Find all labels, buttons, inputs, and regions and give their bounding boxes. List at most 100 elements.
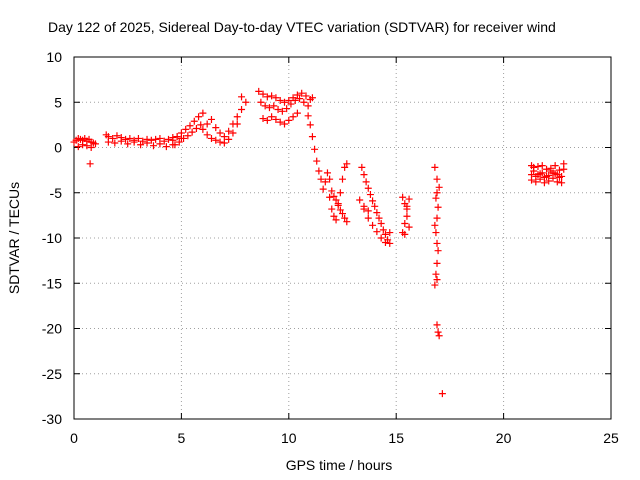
y-tick-label: -10 (42, 230, 62, 246)
data-point (220, 133, 228, 141)
data-point (293, 91, 301, 99)
data-point (304, 102, 312, 110)
data-point (326, 175, 334, 183)
data-point (431, 281, 439, 289)
data-point (434, 328, 442, 336)
data-point (435, 332, 443, 340)
data-point (360, 202, 368, 210)
data-point (104, 138, 112, 146)
data-point (190, 117, 198, 125)
data-point (343, 218, 351, 226)
data-point (276, 118, 284, 126)
data-point (371, 202, 379, 210)
data-point (274, 105, 282, 113)
data-point (438, 390, 446, 398)
x-tick-label: 20 (496, 430, 512, 446)
data-point (315, 167, 323, 175)
data-point (293, 109, 301, 117)
data-point (197, 121, 205, 129)
data-point (91, 140, 99, 148)
data-point (532, 172, 540, 180)
data-point (216, 138, 224, 146)
data-point (278, 107, 286, 115)
data-point (122, 135, 130, 143)
data-point (560, 160, 568, 168)
data-point (538, 162, 546, 170)
data-point (281, 98, 289, 106)
data-point (356, 196, 364, 204)
data-point (369, 221, 377, 229)
data-point (287, 100, 295, 108)
data-point (212, 124, 220, 132)
data-point (403, 205, 411, 213)
data-point (433, 321, 441, 329)
data-point (207, 115, 215, 123)
data-point (432, 229, 440, 237)
data-point (339, 175, 346, 183)
x-tick-label: 10 (281, 430, 297, 446)
data-point (195, 113, 203, 121)
data-point (137, 141, 145, 149)
data-point (130, 138, 138, 146)
data-point (386, 239, 394, 247)
data-point (433, 239, 441, 247)
data-point (87, 144, 95, 151)
data-point (263, 93, 271, 101)
data-point (225, 135, 233, 143)
data-point (555, 166, 563, 174)
data-point (528, 171, 536, 179)
data-point (433, 175, 441, 183)
data-point (328, 205, 336, 213)
data-point (401, 230, 409, 238)
data-point (431, 163, 439, 171)
data-point (259, 115, 267, 123)
data-point (433, 276, 441, 284)
data-point (364, 184, 372, 192)
data-point (432, 270, 440, 278)
y-tick-label: -20 (42, 321, 62, 337)
data-point (255, 87, 263, 95)
data-point (364, 214, 372, 222)
data-point (434, 247, 442, 255)
data-point (229, 129, 237, 137)
y-tick-label: -5 (50, 185, 63, 201)
data-point (233, 113, 241, 121)
data-point (173, 133, 181, 141)
chart-title: Day 122 of 2025, Sidereal Day-to-day VTE… (48, 19, 556, 35)
data-point (283, 105, 291, 113)
data-point (547, 164, 555, 172)
data-point (341, 163, 349, 171)
data-point (341, 214, 349, 222)
data-point (242, 98, 250, 106)
data-point (432, 194, 440, 202)
data-point (126, 134, 134, 142)
y-tick-label: -30 (42, 411, 62, 427)
data-point (83, 142, 91, 150)
data-point (405, 195, 413, 203)
data-point (180, 134, 188, 142)
data-point (405, 223, 413, 231)
data-point (313, 157, 321, 165)
data-point (399, 193, 407, 201)
data-point (160, 137, 168, 145)
data-point (377, 234, 385, 242)
data-point (366, 191, 374, 199)
data-point (360, 171, 368, 179)
data-point (79, 141, 87, 149)
data-point (362, 178, 370, 186)
data-point (330, 192, 338, 200)
data-point (319, 185, 327, 193)
data-point (321, 178, 329, 186)
data-point (285, 96, 293, 104)
data-point (545, 172, 553, 180)
data-point (186, 122, 194, 130)
x-tick-label: 0 (70, 430, 78, 446)
data-point (431, 221, 439, 229)
data-point (326, 193, 334, 201)
data-point (139, 137, 147, 145)
data-point (165, 135, 173, 143)
data-point (162, 143, 170, 151)
data-point (317, 175, 325, 183)
data-points (70, 87, 568, 398)
